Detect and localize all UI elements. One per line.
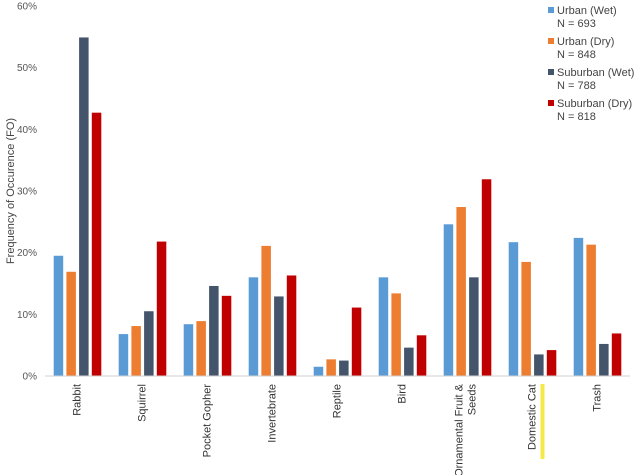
y-tick-label: 0%: [23, 372, 38, 383]
bar: [144, 311, 154, 376]
bar: [443, 224, 454, 376]
x-axis: Rabbit Squirrel Pocket Gopher Invertebrate R…: [72, 383, 604, 475]
bar: [156, 241, 167, 376]
bar: [416, 335, 427, 376]
legend: Urban (Wet)N = 693 Urban (Dry)N = 848 Subu…: [548, 5, 634, 123]
bar: [599, 343, 609, 376]
bar: [66, 271, 76, 376]
bar: [351, 307, 362, 376]
legend-swatch: [548, 38, 554, 44]
bar: [469, 277, 479, 376]
bar: [313, 366, 324, 376]
bar: [521, 261, 531, 376]
category-label: Invertebrate: [267, 384, 279, 443]
category-label: Pocket Gopher: [202, 384, 214, 458]
bar: [196, 321, 206, 376]
bar: [546, 350, 557, 376]
y-axis: 0% 10% 20% 30% 40% 50% 60%: [17, 2, 37, 383]
y-tick-label: 30%: [17, 187, 37, 198]
bar: [118, 334, 129, 376]
y-axis-title: Frequency of Occurence (FO): [5, 118, 17, 264]
category-label: Rabbit: [72, 384, 84, 416]
bar: [481, 179, 492, 376]
category-label: Bird: [397, 384, 409, 404]
bar: [508, 242, 519, 376]
legend-sample-size: N = 693: [557, 18, 596, 30]
y-tick-label: 10%: [17, 310, 37, 321]
bar: [611, 333, 622, 376]
y-tick-label: 60%: [17, 2, 37, 13]
category-label: Reptile: [332, 384, 344, 418]
y-tick-label: 20%: [17, 248, 37, 259]
y-tick-label: 50%: [17, 63, 37, 74]
bar: [131, 326, 141, 376]
bar: [261, 245, 271, 376]
legend-series-name: Urban (Dry): [557, 36, 614, 48]
category-label: Ornamental Fruit &: [454, 383, 466, 475]
category-label: Trash: [592, 384, 604, 412]
category-label: Squirrel: [137, 384, 149, 422]
bar: [221, 295, 232, 376]
category-label: Domestic Cat: [527, 384, 539, 450]
bar: [586, 244, 596, 376]
bars: [53, 37, 622, 377]
bar: [91, 112, 102, 377]
legend-series-name: Suburban (Wet): [557, 67, 634, 79]
bar: [391, 293, 401, 376]
legend-swatch: [548, 100, 554, 106]
bar: [378, 277, 389, 376]
bar: [326, 359, 336, 376]
legend-series-name: Urban (Wet): [557, 5, 617, 17]
y-tick-label: 40%: [17, 125, 37, 136]
bar: [248, 277, 259, 376]
bar: [209, 285, 219, 376]
highlight-layer: [540, 384, 545, 459]
bar: [573, 237, 584, 376]
legend-sample-size: N = 788: [557, 80, 596, 92]
category-label-line2: Seeds: [467, 384, 479, 416]
legend-sample-size: N = 848: [557, 49, 596, 61]
bar: [534, 354, 544, 376]
legend-sample-size: N = 818: [557, 111, 596, 123]
bar: [183, 324, 194, 376]
legend-swatch: [548, 69, 554, 75]
bar: [274, 296, 284, 376]
bar: [53, 255, 64, 376]
bar: [456, 207, 466, 376]
bar: [339, 360, 349, 376]
bar: [286, 275, 297, 376]
category-highlight-mark: [540, 384, 545, 459]
legend-swatch: [548, 7, 554, 13]
bar: [404, 347, 414, 376]
bar: [79, 37, 89, 376]
legend-series-name: Suburban (Dry): [557, 98, 632, 110]
